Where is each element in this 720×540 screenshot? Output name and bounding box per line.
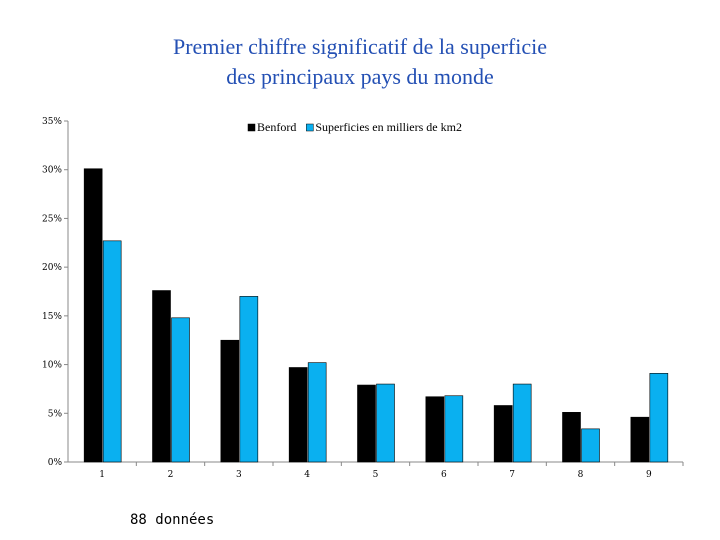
bar-benford-6 xyxy=(425,396,445,463)
bar-benford-2 xyxy=(152,290,171,463)
bar-benford-1 xyxy=(83,168,103,463)
y-tick-label: 35% xyxy=(42,117,62,127)
bar-benford-4 xyxy=(288,367,308,463)
legend-swatch xyxy=(247,123,256,132)
x-tick-label: 2 xyxy=(168,470,174,480)
legend-label: Superficies en milliers de km2 xyxy=(315,120,462,134)
bar-superficies-3 xyxy=(239,296,259,463)
y-tick-label: 20% xyxy=(42,263,62,273)
bar-benford-7 xyxy=(493,405,513,463)
bar-superficies-8 xyxy=(581,428,600,463)
chart-axes: 0% 5% 10% 15% 20% 25% 30% 35% 1 2 3 4 5 6 7 8 9 xyxy=(42,117,684,480)
bar-benford-8 xyxy=(562,412,581,463)
x-tick-label: 5 xyxy=(373,470,379,480)
legend-swatch xyxy=(306,123,314,132)
chart-title: Premier chiffre significatif de la super… xyxy=(0,32,720,92)
bar-superficies-4 xyxy=(307,362,327,463)
y-tick-label: 0% xyxy=(48,458,63,468)
y-tick-label: 30% xyxy=(42,166,62,176)
bar-benford-5 xyxy=(357,384,376,463)
y-tick-label: 15% xyxy=(42,312,62,322)
y-tick-label: 10% xyxy=(42,361,62,371)
bar-superficies-9 xyxy=(649,373,669,463)
bar-benford-9 xyxy=(630,416,650,463)
x-tick-label: 6 xyxy=(441,470,447,480)
y-tick-label: 5% xyxy=(48,409,63,419)
data-count-note: 88 données xyxy=(130,512,215,528)
bar-superficies-2 xyxy=(171,317,190,463)
bar-superficies-1 xyxy=(102,240,122,463)
x-tick-label: 9 xyxy=(646,470,652,480)
bar-superficies-5 xyxy=(376,383,395,463)
chart-title-line2: des principaux pays du monde xyxy=(226,64,494,89)
chart-legend: Benford Superficies en milliers de km2 xyxy=(247,120,462,134)
y-tick-label: 25% xyxy=(42,214,62,224)
x-tick-label: 1 xyxy=(99,470,105,480)
bar-benford-3 xyxy=(220,339,240,463)
x-tick-label: 4 xyxy=(304,470,310,480)
x-tick-label: 3 xyxy=(236,470,242,480)
legend-label: Benford xyxy=(257,120,296,134)
x-tick-label: 8 xyxy=(578,470,584,480)
chart-title-line1: Premier chiffre significatif de la super… xyxy=(172,34,548,59)
chart-bars xyxy=(83,168,669,463)
x-tick-label: 7 xyxy=(509,470,515,480)
bar-superficies-7 xyxy=(512,383,532,463)
bar-superficies-6 xyxy=(444,395,464,463)
